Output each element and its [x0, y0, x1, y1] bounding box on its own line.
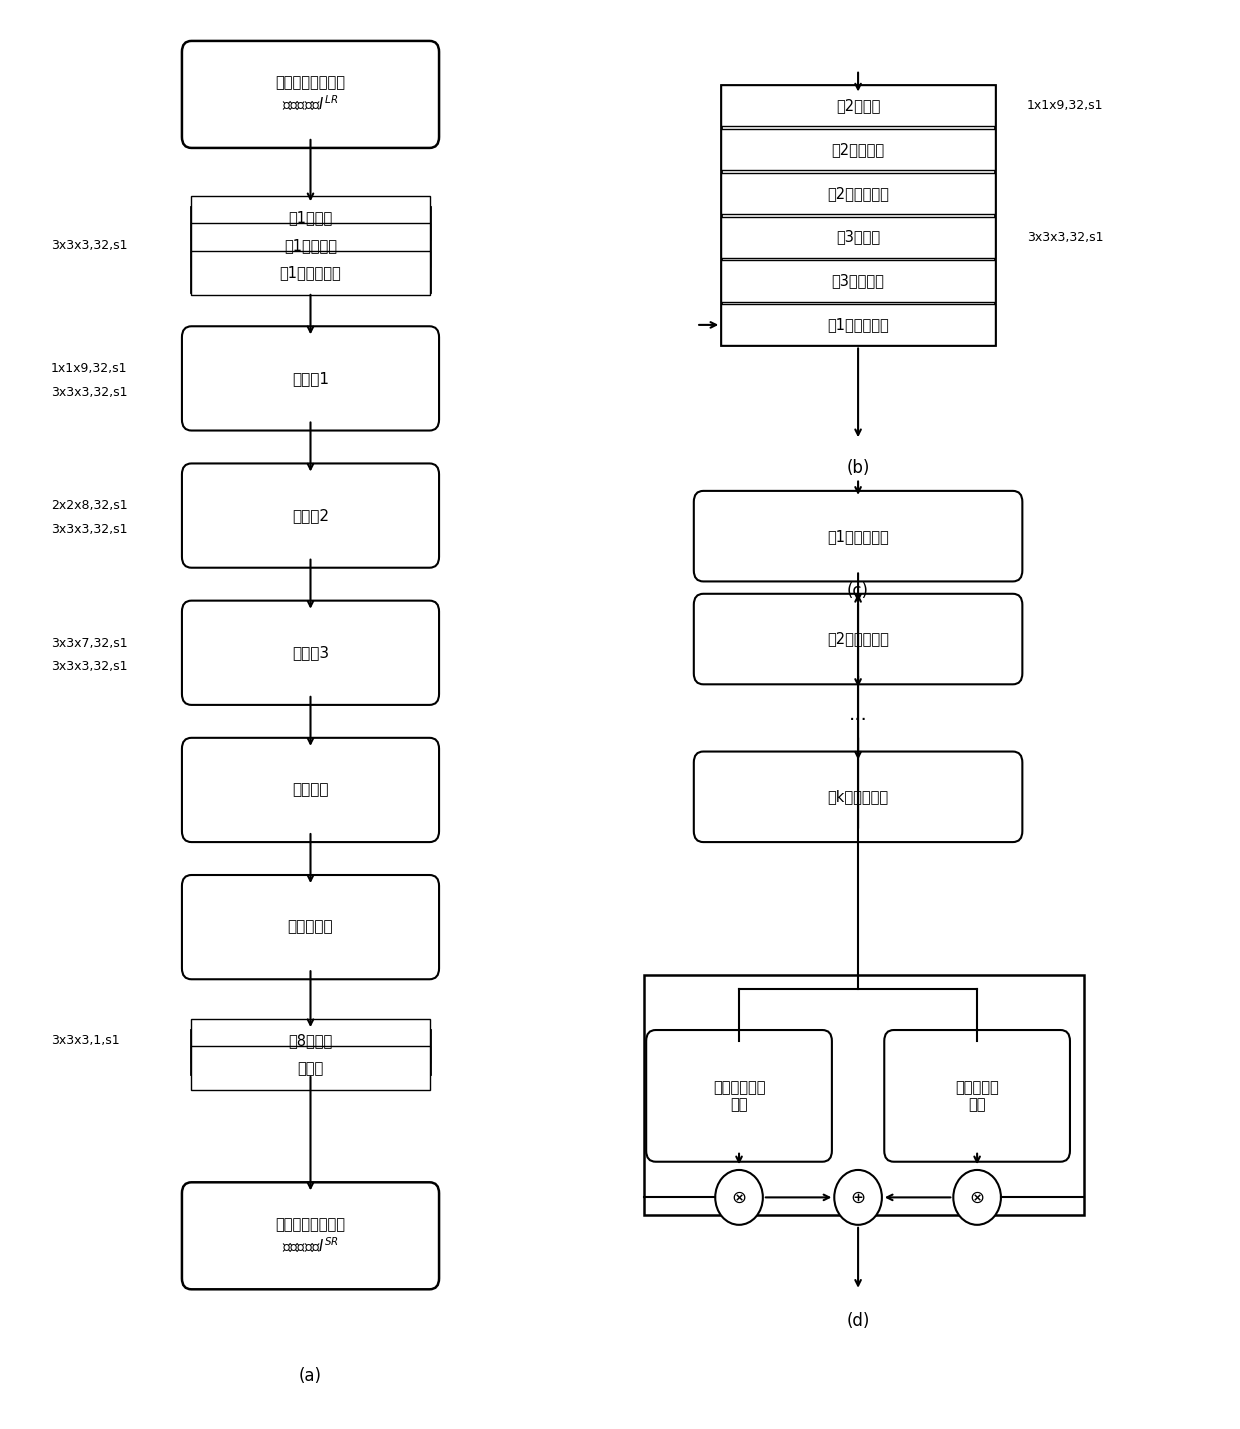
- FancyBboxPatch shape: [191, 223, 429, 267]
- Text: ⊕: ⊕: [851, 1189, 866, 1206]
- FancyBboxPatch shape: [694, 752, 1022, 842]
- Text: 输入高空间分辨率
高光谱图像$I^{SR}$: 输入高空间分辨率 高光谱图像$I^{SR}$: [275, 1218, 346, 1255]
- FancyBboxPatch shape: [182, 600, 439, 704]
- FancyBboxPatch shape: [191, 1030, 429, 1075]
- FancyBboxPatch shape: [722, 260, 994, 302]
- FancyBboxPatch shape: [182, 737, 439, 842]
- FancyBboxPatch shape: [722, 304, 994, 346]
- FancyBboxPatch shape: [722, 173, 994, 214]
- Text: 第2卷积层: 第2卷积层: [836, 99, 880, 113]
- Text: 2x2x8,32,s1: 2x2x8,32,s1: [51, 500, 128, 513]
- FancyBboxPatch shape: [722, 84, 994, 126]
- Circle shape: [715, 1170, 763, 1225]
- Text: 第3归一化层: 第3归一化层: [832, 273, 884, 289]
- Text: 残差块2: 残差块2: [291, 509, 329, 523]
- FancyBboxPatch shape: [644, 975, 1084, 1215]
- FancyBboxPatch shape: [722, 217, 994, 257]
- Text: 第3卷积层: 第3卷积层: [836, 230, 880, 244]
- Circle shape: [835, 1170, 882, 1225]
- Text: 残差块3: 残差块3: [291, 646, 329, 660]
- Text: 3x3x3,32,s1: 3x3x3,32,s1: [51, 386, 128, 399]
- Text: 第1卷积层: 第1卷积层: [289, 210, 332, 226]
- Text: 1x1x9,32,s1: 1x1x9,32,s1: [51, 363, 128, 376]
- Text: ...: ...: [848, 704, 868, 725]
- Text: 第2激活函数层: 第2激活函数层: [827, 186, 889, 200]
- FancyBboxPatch shape: [694, 594, 1022, 684]
- Text: 3x3x3,32,s1: 3x3x3,32,s1: [51, 523, 128, 536]
- FancyBboxPatch shape: [191, 1046, 429, 1090]
- FancyBboxPatch shape: [191, 252, 429, 294]
- Text: 第2归一化层: 第2归一化层: [832, 141, 884, 157]
- FancyBboxPatch shape: [191, 207, 429, 292]
- FancyBboxPatch shape: [722, 84, 994, 346]
- Text: 第1归一化层: 第1归一化层: [284, 237, 337, 253]
- FancyBboxPatch shape: [694, 492, 1022, 582]
- Text: 第8卷积层: 第8卷积层: [289, 1033, 332, 1049]
- FancyBboxPatch shape: [722, 129, 994, 170]
- Text: 全局平均池化
化层: 全局平均池化 化层: [713, 1080, 765, 1112]
- FancyBboxPatch shape: [182, 326, 439, 430]
- Text: (b): (b): [847, 459, 869, 476]
- Text: 第1层反卷积层: 第1层反卷积层: [827, 529, 889, 543]
- Text: ⊗: ⊗: [732, 1189, 746, 1206]
- Text: 全局最大池
化层: 全局最大池 化层: [955, 1080, 999, 1112]
- Text: 输入低空间分辨率
高光谱图像$I^{LR}$: 输入低空间分辨率 高光谱图像$I^{LR}$: [275, 76, 346, 113]
- Text: 第2层反卷积层: 第2层反卷积层: [827, 632, 889, 646]
- FancyBboxPatch shape: [182, 1182, 439, 1289]
- Text: 3x3x3,32,s1: 3x3x3,32,s1: [51, 239, 128, 252]
- Text: 第1激活函数层: 第1激活函数层: [280, 266, 341, 280]
- Text: 上采样块: 上采样块: [293, 783, 329, 797]
- Text: (c): (c): [847, 582, 869, 600]
- Text: 3x3x7,32,s1: 3x3x7,32,s1: [51, 637, 128, 650]
- FancyBboxPatch shape: [191, 1019, 429, 1063]
- Circle shape: [954, 1170, 1001, 1225]
- FancyBboxPatch shape: [884, 1030, 1070, 1162]
- Text: 注意力模块: 注意力模块: [288, 920, 334, 935]
- Text: 3x3x3,32,s1: 3x3x3,32,s1: [51, 660, 128, 673]
- Text: 第k层反卷积层: 第k层反卷积层: [827, 789, 889, 805]
- FancyBboxPatch shape: [646, 1030, 832, 1162]
- Text: 输出层: 输出层: [298, 1060, 324, 1076]
- FancyBboxPatch shape: [182, 875, 439, 979]
- Text: 1x1x9,32,s1: 1x1x9,32,s1: [1027, 99, 1104, 111]
- Text: 第1特征融合层: 第1特征融合层: [827, 317, 889, 333]
- Text: (a): (a): [299, 1366, 322, 1385]
- Text: (d): (d): [847, 1312, 869, 1330]
- FancyBboxPatch shape: [182, 41, 439, 149]
- FancyBboxPatch shape: [191, 196, 429, 240]
- FancyBboxPatch shape: [182, 463, 439, 567]
- Text: 3x3x3,1,s1: 3x3x3,1,s1: [51, 1035, 119, 1047]
- Text: 3x3x3,32,s1: 3x3x3,32,s1: [1027, 230, 1104, 243]
- Text: ⊗: ⊗: [970, 1189, 985, 1206]
- Text: 残差块1: 残差块1: [291, 372, 329, 386]
